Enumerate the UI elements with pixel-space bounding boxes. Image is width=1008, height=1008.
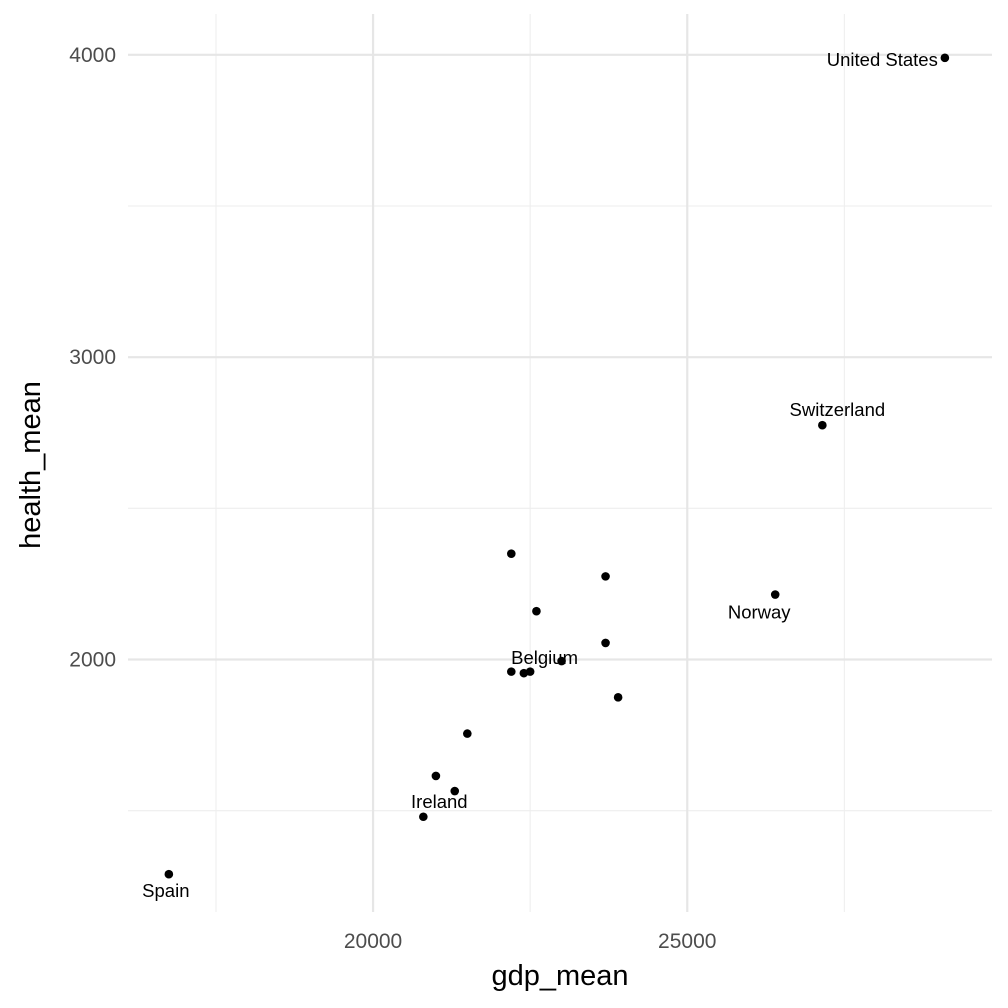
data-point-label: Ireland	[411, 791, 468, 812]
data-points	[164, 53, 950, 879]
x-axis-tick-labels: 20000 25000	[344, 930, 717, 953]
major-gridlines	[128, 14, 992, 912]
data-point	[525, 667, 535, 676]
data-point	[431, 771, 441, 781]
data-point	[450, 786, 460, 796]
y-tick-label: 3000	[69, 346, 116, 369]
data-point-labels: United States Switzerland Norway Belgium Ire…	[142, 49, 938, 901]
data-point	[532, 606, 541, 616]
minor-gridlines	[128, 14, 992, 912]
data-point	[818, 420, 827, 430]
y-tick-label: 4000	[69, 44, 116, 67]
data-point-label: Switzerland	[790, 399, 886, 420]
data-point	[463, 729, 472, 738]
data-point	[601, 572, 610, 581]
y-tick-label: 2000	[69, 649, 116, 672]
y-axis-title: health_mean	[15, 381, 47, 549]
data-point	[940, 53, 950, 63]
data-point	[507, 667, 516, 676]
data-point	[557, 656, 566, 666]
y-axis-tick-labels: 2000 3000 4000	[69, 44, 116, 672]
data-point-label: United States	[827, 49, 938, 70]
data-point	[770, 590, 780, 599]
data-point	[419, 812, 428, 822]
data-point	[507, 549, 516, 559]
data-point-label: Spain	[142, 880, 189, 901]
data-point	[613, 693, 623, 702]
data-point	[164, 869, 174, 879]
x-tick-label: 20000	[344, 930, 402, 953]
x-axis-title: gdp_mean	[491, 960, 628, 992]
data-point	[601, 638, 610, 648]
data-point-label: Norway	[728, 602, 791, 623]
data-point-label: Belgium	[511, 647, 578, 668]
x-tick-label: 25000	[658, 930, 716, 953]
